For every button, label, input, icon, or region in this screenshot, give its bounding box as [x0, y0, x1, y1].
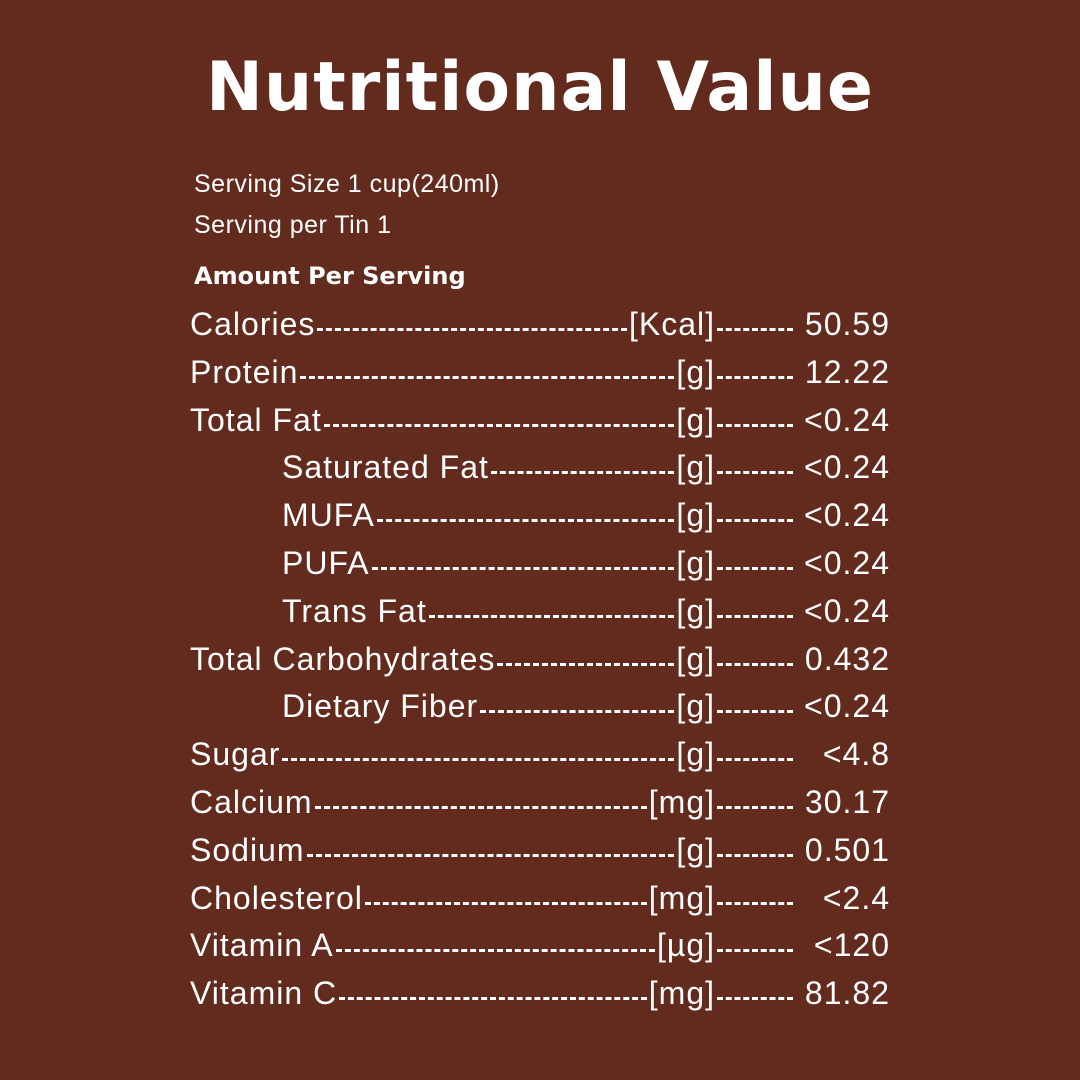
dotted-leader [282, 758, 675, 762]
dotted-leader [717, 375, 793, 379]
nutrient-unit: [mg] [648, 783, 715, 820]
page-title: Nutritional Value [205, 48, 875, 127]
nutrient-label: Total Fat [190, 401, 322, 438]
nutrient-row: Protein [g] 12.22 [190, 354, 890, 402]
nutrient-unit: [g] [676, 688, 715, 725]
dotted-leader [717, 471, 793, 475]
dotted-leader [428, 614, 675, 618]
nutrient-unit: [g] [676, 449, 715, 486]
nutrient-label: Calories [190, 306, 316, 342]
nutrient-label: Sugar [190, 736, 281, 773]
dotted-leader [371, 566, 675, 570]
dotted-leader [717, 662, 793, 666]
nutrient-value: <4.8 [822, 736, 890, 773]
nutrient-value: <120 [813, 927, 890, 964]
dotted-leader [335, 949, 655, 953]
nutrient-row: Vitamin C [mg] 81.82 [190, 975, 890, 1023]
nutrient-label: Dietary Fiber [282, 688, 479, 725]
dotted-leader [717, 901, 793, 905]
dotted-leader [480, 710, 675, 714]
nutrient-row: Calories [Kcal] 50.59 [190, 306, 890, 354]
nutrient-label: Protein [190, 353, 299, 390]
nutrient-row: Sugar [g] <4.8 [190, 736, 890, 784]
nutrient-unit: [mg] [648, 975, 715, 1012]
nutrient-label: Sodium [190, 831, 305, 868]
nutrient-value: 81.82 [804, 975, 890, 1012]
nutrition-table: Calories [Kcal] 50.59 Protein [g] 12.22 Total … [190, 306, 890, 1023]
nutrient-row: Vitamin A [µg] <120 [190, 927, 890, 975]
nutrient-unit: [g] [676, 544, 715, 581]
nutrient-label: Vitamin C [190, 975, 338, 1012]
nutrient-row: Cholesterol [mg] <2.4 [190, 880, 890, 928]
nutrient-unit: [g] [676, 353, 715, 390]
nutrient-row: Total Carbohydrates [g] 0.432 [190, 641, 890, 689]
nutrient-value: 50.59 [804, 306, 890, 342]
nutrient-row: Trans Fat [g] <0.24 [190, 593, 890, 641]
nutrient-label: Saturated Fat [282, 449, 489, 486]
nutrient-label: Vitamin A [190, 927, 334, 964]
nutrient-label: Calcium [190, 783, 313, 820]
nutrient-value: <0.24 [804, 544, 890, 581]
dotted-leader [717, 423, 793, 427]
dotted-leader [717, 566, 793, 570]
dotted-leader [314, 805, 647, 809]
dotted-leader [717, 997, 793, 1001]
dotted-leader [376, 519, 675, 523]
dotted-leader [717, 853, 793, 857]
nutrient-row: Saturated Fat [g] <0.24 [190, 449, 890, 497]
nutrient-unit: [g] [676, 640, 715, 677]
dotted-leader [717, 519, 793, 523]
nutrient-row: Dietary Fiber [g] <0.24 [190, 688, 890, 736]
nutrient-value: 0.432 [804, 640, 890, 677]
nutrient-value: <0.24 [804, 449, 890, 486]
nutrient-row: Total Fat [g] <0.24 [190, 402, 890, 450]
nutrient-label: Cholesterol [190, 879, 363, 916]
dotted-leader [717, 805, 793, 809]
nutrient-unit: [µg] [656, 927, 715, 964]
nutrient-value: <2.4 [822, 879, 890, 916]
nutrient-label: MUFA [282, 497, 375, 534]
dotted-leader [497, 662, 675, 666]
nutrient-unit: [g] [676, 831, 715, 868]
nutrient-value: <0.24 [804, 688, 890, 725]
nutrient-value: <0.24 [804, 401, 890, 438]
nutrient-value: <0.24 [804, 497, 890, 534]
dotted-leader [490, 471, 675, 475]
serving-size: Serving Size 1 cup(240ml) [194, 170, 500, 198]
nutrient-value: <0.24 [804, 592, 890, 629]
dotted-leader [717, 949, 793, 953]
dotted-leader [339, 997, 647, 1001]
nutrient-unit: [g] [676, 736, 715, 773]
amount-per-serving-heading: Amount Per Serving [194, 262, 466, 290]
nutrient-label: Trans Fat [282, 592, 427, 629]
dotted-leader [364, 901, 647, 905]
nutrient-row: Sodium [g] 0.501 [190, 832, 890, 880]
dotted-leader [717, 614, 793, 618]
nutrient-row: Calcium [mg] 30.17 [190, 784, 890, 832]
dotted-leader [717, 710, 793, 714]
dotted-leader [317, 328, 627, 331]
dotted-leader [306, 853, 675, 857]
nutrient-label: Total Carbohydrates [190, 640, 496, 677]
dotted-leader [300, 375, 675, 379]
nutrient-value: 0.501 [804, 831, 890, 868]
dotted-leader [717, 328, 793, 331]
dotted-leader [323, 423, 675, 427]
nutrient-unit: [mg] [648, 879, 715, 916]
serving-per-tin: Serving per Tin 1 [194, 211, 392, 239]
nutrient-value: 12.22 [804, 353, 890, 390]
nutrient-value: 30.17 [804, 783, 890, 820]
nutrient-unit: [Kcal] [628, 306, 715, 342]
nutrient-label: PUFA [282, 544, 370, 581]
nutrient-unit: [g] [676, 592, 715, 629]
nutrient-row: PUFA [g] <0.24 [190, 545, 890, 593]
dotted-leader [717, 758, 793, 762]
nutrient-row: MUFA [g] <0.24 [190, 497, 890, 545]
nutrient-unit: [g] [676, 401, 715, 438]
nutrient-unit: [g] [676, 497, 715, 534]
